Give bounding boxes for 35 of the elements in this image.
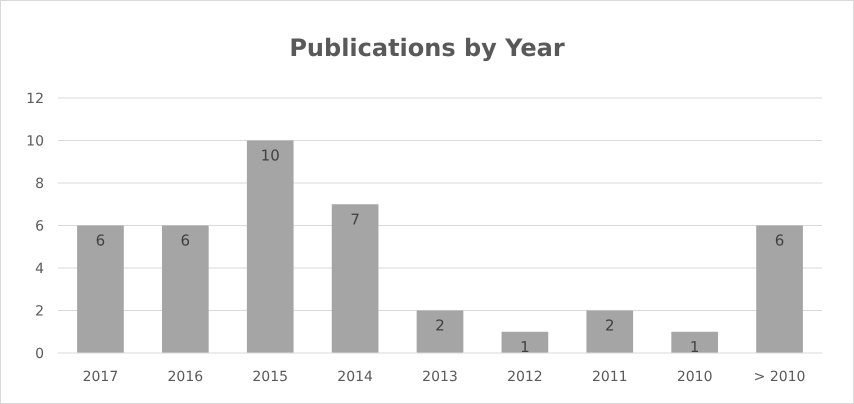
data-label: 6 (180, 232, 190, 250)
data-label: 6 (774, 232, 784, 250)
y-tick-label: 0 (35, 346, 44, 362)
bar (502, 332, 548, 353)
x-tick-label: 2016 (168, 369, 204, 385)
y-tick-label: 2 (35, 304, 44, 320)
data-label: 7 (350, 210, 360, 228)
bar (671, 332, 718, 353)
x-tick-label: 2011 (592, 369, 628, 385)
x-tick-label: 2013 (422, 369, 458, 385)
x-tick-label: 2017 (82, 369, 118, 385)
y-tick-label: 10 (26, 134, 44, 150)
data-label: 1 (690, 338, 700, 356)
bar (586, 310, 634, 353)
y-tick-label: 6 (35, 218, 44, 234)
bar (416, 310, 464, 353)
y-tick-label: 4 (35, 261, 44, 277)
x-tick-label: 2010 (676, 369, 712, 385)
data-label: 6 (96, 232, 106, 250)
bar (77, 226, 124, 353)
bar (756, 226, 803, 353)
data-label: 10 (260, 146, 280, 164)
x-tick-label: 2012 (507, 369, 543, 385)
bar (162, 226, 209, 353)
chart-title: Publications by Year (289, 34, 565, 62)
x-tick-label: 2014 (337, 369, 374, 385)
y-tick-label: 12 (26, 91, 44, 107)
data-label: 1 (520, 338, 530, 356)
y-tick-label: 8 (35, 176, 44, 192)
bar (332, 204, 378, 353)
x-tick-label: 2015 (252, 369, 288, 385)
x-tick-label: > 2010 (754, 369, 806, 385)
data-label: 2 (435, 316, 445, 334)
bar (246, 140, 294, 353)
data-label: 2 (605, 316, 615, 334)
